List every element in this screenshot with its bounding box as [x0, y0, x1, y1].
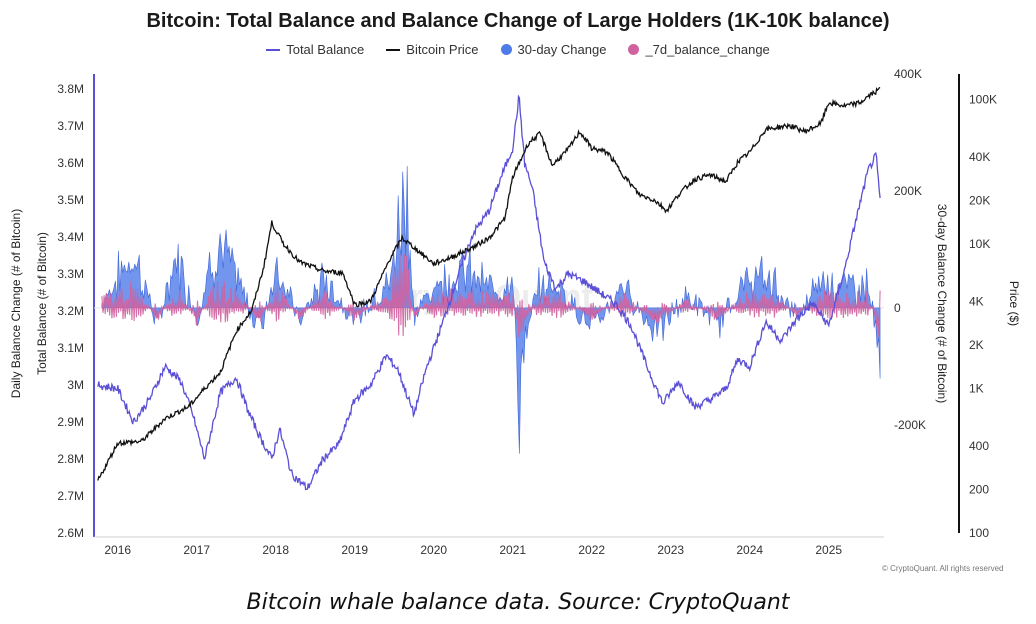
price-tick-label: 400 [969, 439, 989, 453]
y-right-tick-label: 0 [894, 301, 901, 315]
legend-label-total-balance: Total Balance [286, 42, 365, 57]
y-left-tick-label: 3.2M [57, 304, 84, 318]
chart-title: Bitcoin: Total Balance and Balance Chang… [146, 10, 890, 32]
price-tick-label: 200 [969, 482, 989, 496]
legend-swatch-total-balance [266, 48, 281, 51]
x-tick-label: 2023 [657, 543, 684, 557]
y-left-tick-label: 3.3M [57, 267, 84, 281]
price-tick-label: 10K [969, 237, 990, 251]
x-tick-label: 2016 [104, 543, 131, 557]
y-left-tick-label: 2.9M [57, 415, 84, 429]
y-left-tick-label: 3.7M [57, 119, 84, 133]
y-right-tick-label: 400K [894, 67, 922, 81]
y-left-outer-axis-title: Daily Balance Change (# of Bitcoin) [9, 209, 23, 398]
y-left-tick-label: 2.8M [57, 452, 84, 466]
price-tick-label: 2K [969, 338, 984, 352]
x-tick-label: 2025 [815, 543, 842, 557]
y-left-tick-label: 3.4M [57, 230, 84, 244]
x-tick-label: 2019 [341, 543, 368, 557]
y-right-tick-label: 200K [894, 184, 922, 198]
y-left-tick-label: 3.6M [57, 156, 84, 170]
chart-legend: Total Balance Bitcoin Price 30-day Chang… [0, 42, 1036, 57]
y-right-tick-label: -200K [894, 418, 926, 432]
x-tick-label: 2022 [578, 543, 605, 557]
legend-item-7d-balance-change[interactable]: _7d_balance_change [628, 42, 770, 57]
y-left-tick-label: 3.8M [57, 82, 84, 96]
price-tick-label: 100K [969, 92, 997, 106]
x-tick-label: 2024 [736, 543, 763, 557]
series-total-balance-line [97, 94, 881, 491]
y-right-axis-title: 30-day Balance Change (# of Bitcoin) [935, 204, 949, 403]
legend-item-total-balance[interactable]: Total Balance [266, 42, 364, 57]
y-left-axis-title: Total Balance (# of Bitcoin) [35, 232, 49, 375]
y-left-tick-label: 2.7M [57, 489, 84, 503]
legend-swatch-7d-balance-change [628, 44, 640, 55]
legend-item-30-day-change[interactable]: 30-day Change [500, 42, 607, 57]
x-tick-label: 2018 [262, 543, 289, 557]
x-tick-label: 2021 [499, 543, 526, 557]
y-left-tick-label: 3.1M [57, 341, 84, 355]
legend-swatch-bitcoin-price [386, 48, 401, 51]
chart-series [97, 86, 881, 491]
copyright-notice: © CryptoQuant. All rights reserved [882, 564, 1004, 573]
y-left-tick-label: 3M [67, 378, 84, 392]
legend-label-bitcoin-price: Bitcoin Price [406, 42, 479, 57]
x-tick-label: 2020 [420, 543, 447, 557]
x-tick-label: 2017 [183, 543, 210, 557]
price-tick-label: 40K [969, 150, 990, 164]
price-tick-label: 1K [969, 381, 984, 395]
legend-item-bitcoin-price[interactable]: Bitcoin Price [386, 42, 479, 57]
figure-caption: Bitcoin whale balance data. Source: Cryp… [246, 590, 790, 615]
price-axis-title: Price ($) [1007, 281, 1021, 326]
price-tick-label: 100 [969, 526, 989, 540]
chart-tick-labels: 3.8M 3.7M 3.6M 3.5M 3.4M 3.3M 3.2M 3.1M 3M 2.9M 2.… [9, 67, 1021, 557]
legend-label-7d-balance-change: _7d_balance_change [645, 42, 770, 57]
y-left-tick-label: 3.5M [57, 193, 84, 207]
legend-swatch-30-day-change [500, 44, 512, 55]
series-7d-balance-change-line [101, 253, 881, 338]
legend-label-30-day-change: 30-day Change [517, 42, 607, 57]
y-left-tick-label: 2.6M [57, 526, 84, 540]
series-bitcoin-price-line [97, 86, 881, 481]
price-tick-label: 4K [969, 294, 984, 308]
price-tick-label: 20K [969, 193, 990, 207]
